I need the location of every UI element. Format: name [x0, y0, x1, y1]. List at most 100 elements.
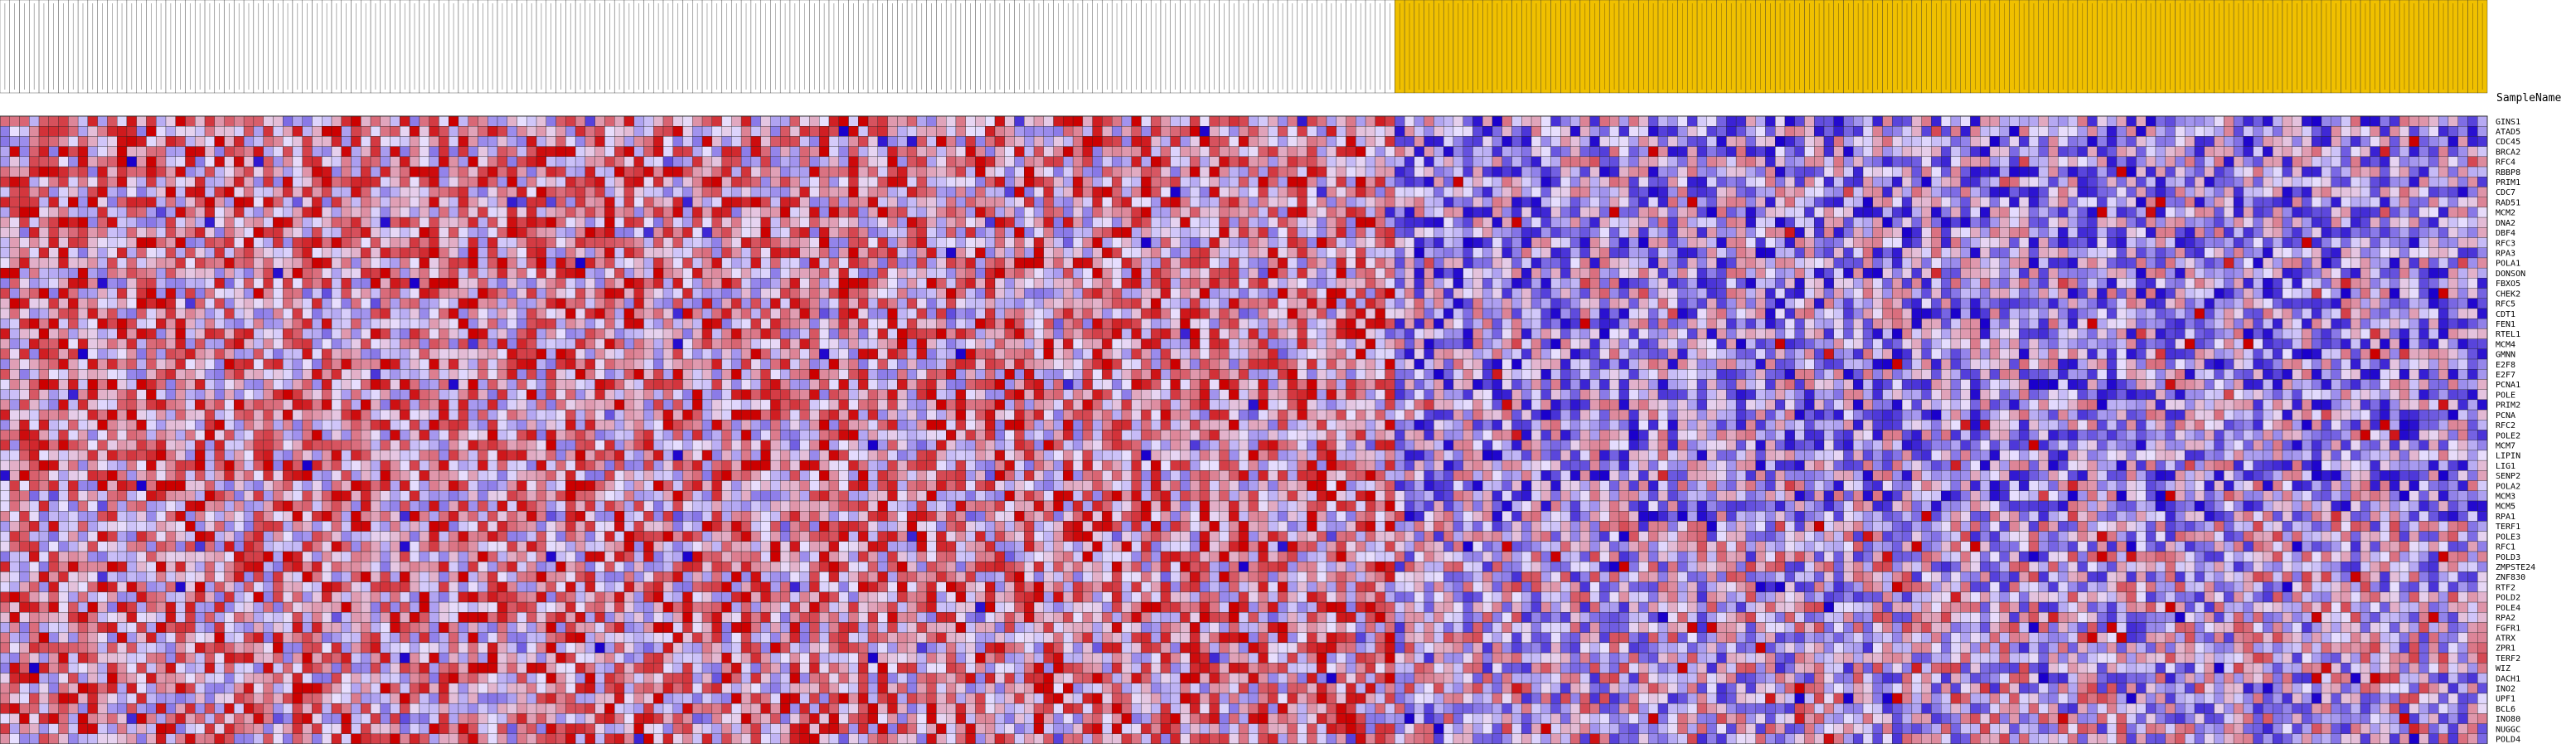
heatmap-cell: [2165, 216, 2176, 228]
heatmap-cell: [575, 227, 586, 238]
heatmap-cell: [283, 136, 293, 147]
heatmap-cell: [2341, 227, 2351, 238]
heatmap-cell: [2204, 216, 2215, 228]
heatmap-cell: [858, 146, 869, 158]
heatmap-cell: [1346, 216, 1356, 228]
heatmap-cell: [1102, 288, 1113, 299]
heatmap-cell: [2116, 126, 2127, 137]
heatmap-cell: [263, 126, 274, 137]
heatmap-cell: [1853, 126, 1864, 137]
heatmap-cell: [341, 207, 352, 218]
heatmap-cell: [1121, 278, 1132, 289]
heatmap-cell: [546, 126, 556, 137]
heatmap-cell: [2418, 136, 2429, 147]
heatmap-cell: [2194, 207, 2205, 218]
heatmap-cell: [2253, 187, 2263, 197]
heatmap-cell: [1043, 115, 1054, 127]
heatmap-cell: [2457, 267, 2468, 279]
heatmap-cell: [1248, 166, 1259, 177]
heatmap-cell: [2194, 267, 2205, 279]
heatmap-cell: [1726, 227, 1737, 238]
heatmap-cell: [439, 197, 449, 208]
heatmap-cell: [517, 187, 527, 197]
heatmap-cell: [1024, 136, 1035, 147]
heatmap-cell: [1004, 177, 1015, 187]
heatmap-cell: [68, 278, 79, 289]
heatmap-cell: [955, 216, 966, 228]
heatmap-cell: [2389, 207, 2400, 218]
heatmap-cell: [2048, 146, 2059, 158]
heatmap-cell: [1170, 288, 1181, 299]
heatmap-cell: [1092, 156, 1103, 168]
heatmap-cell: [390, 267, 400, 279]
heatmap-cell: [1414, 227, 1424, 238]
heatmap-cell: [0, 227, 10, 238]
heatmap-cell: [175, 126, 186, 137]
heatmap-cell: [1853, 207, 1864, 218]
heatmap-cell: [97, 146, 108, 158]
heatmap-cell: [1043, 267, 1054, 279]
heatmap-cell: [711, 267, 722, 279]
heatmap-cell: [2447, 166, 2458, 177]
heatmap-cell: [2302, 156, 2312, 168]
heatmap-cell: [1511, 237, 1522, 248]
heatmap-cell: [2038, 267, 2049, 279]
heatmap-cell: [1033, 267, 1044, 279]
heatmap-cell: [1414, 126, 1424, 137]
heatmap-cell: [2341, 237, 2351, 248]
heatmap-cell: [458, 216, 468, 228]
heatmap-cell: [292, 227, 303, 238]
heatmap-cell: [478, 278, 488, 289]
heatmap-cell: [1872, 267, 1883, 279]
heatmap-cell: [2185, 187, 2195, 197]
heatmap-cell: [848, 216, 859, 228]
heatmap-cell: [341, 177, 352, 187]
heatmap-cell: [48, 257, 59, 269]
heatmap-cell: [1170, 166, 1181, 177]
heatmap-cell: [1492, 197, 1502, 208]
heatmap-cell: [906, 278, 918, 289]
heatmap-cell: [2116, 247, 2127, 259]
heatmap-cell: [994, 216, 1005, 228]
heatmap-cell: [906, 146, 918, 158]
heatmap-cell: [1726, 216, 1737, 228]
heatmap-cell: [594, 177, 605, 187]
heatmap-cell: [1726, 207, 1737, 218]
heatmap-cell: [68, 197, 79, 208]
heatmap-cell: [2038, 177, 2049, 187]
heatmap-cell: [1492, 257, 1502, 269]
heatmap-cell: [1775, 166, 1786, 177]
heatmap-cell: [526, 146, 537, 158]
heatmap-cell: [1443, 237, 1454, 248]
heatmap-cell: [1082, 146, 1093, 158]
heatmap-cell: [1404, 136, 1415, 147]
heatmap-cell: [146, 146, 157, 158]
heatmap-cell: [1102, 207, 1113, 218]
heatmap-cell: [1209, 237, 1220, 248]
heatmap-cell: [975, 267, 986, 279]
heatmap-cell: [58, 136, 69, 147]
heatmap-cell: [594, 126, 605, 137]
heatmap-cell: [2058, 267, 2069, 279]
heatmap-cell: [458, 197, 468, 208]
heatmap-cell: [1999, 267, 2010, 279]
heatmap-cell: [1531, 177, 1541, 187]
heatmap-cell: [478, 237, 488, 248]
heatmap-cell: [2028, 247, 2039, 259]
heatmap-cell: [1726, 247, 1737, 259]
heatmap-cell: [848, 288, 859, 299]
heatmap-cell: [985, 115, 996, 127]
heatmap-cell: [1833, 166, 1844, 177]
heatmap-cell: [750, 267, 761, 279]
heatmap-cell: [2058, 197, 2069, 208]
heatmap-cell: [1326, 166, 1337, 177]
heatmap-cell: [780, 227, 791, 238]
heatmap-cell: [243, 278, 255, 289]
heatmap-cell: [1346, 115, 1356, 127]
heatmap-cell: [1589, 166, 1600, 177]
heatmap-cell: [1765, 237, 1776, 248]
heatmap-cell: [2477, 247, 2488, 259]
heatmap-cell: [1072, 216, 1084, 228]
heatmap-cell: [1443, 267, 1454, 279]
heatmap-cell: [1180, 187, 1191, 197]
